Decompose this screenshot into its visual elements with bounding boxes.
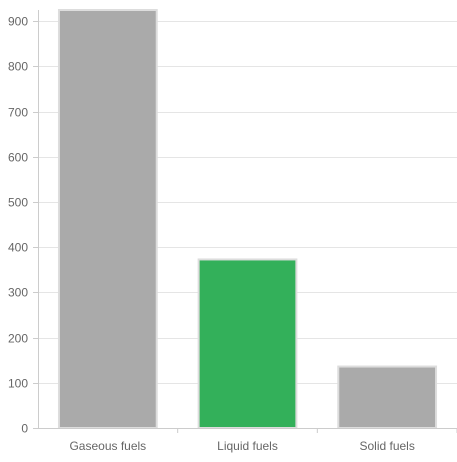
x-tick-labels: Gaseous fuels Liquid fuels Solid fuels xyxy=(69,439,414,453)
bar-solid-fuels[interactable] xyxy=(337,365,438,429)
y-tick-label: 400 xyxy=(8,241,28,255)
x-tick-label: Liquid fuels xyxy=(217,439,278,453)
y-tick-label: 700 xyxy=(8,106,28,120)
x-tick-label: Gaseous fuels xyxy=(69,439,146,453)
bar-gaseous-fuels[interactable] xyxy=(57,9,158,429)
y-tick-label: 900 xyxy=(8,15,28,29)
y-tick-label: 500 xyxy=(8,196,28,210)
y-tick-label: 300 xyxy=(8,286,28,300)
bars xyxy=(57,9,457,433)
y-tick-label: 100 xyxy=(8,377,28,391)
y-tick-label: 200 xyxy=(8,332,28,346)
y-tick-label: 600 xyxy=(8,151,28,165)
x-tick-label: Solid fuels xyxy=(359,439,414,453)
y-tick-label: 800 xyxy=(8,60,28,74)
axes xyxy=(38,10,457,429)
y-tick-labels: 0 100 200 300 400 500 600 700 800 900 xyxy=(8,15,28,436)
bar-liquid-fuels[interactable] xyxy=(197,258,298,430)
y-tick-label: 0 xyxy=(21,422,28,436)
